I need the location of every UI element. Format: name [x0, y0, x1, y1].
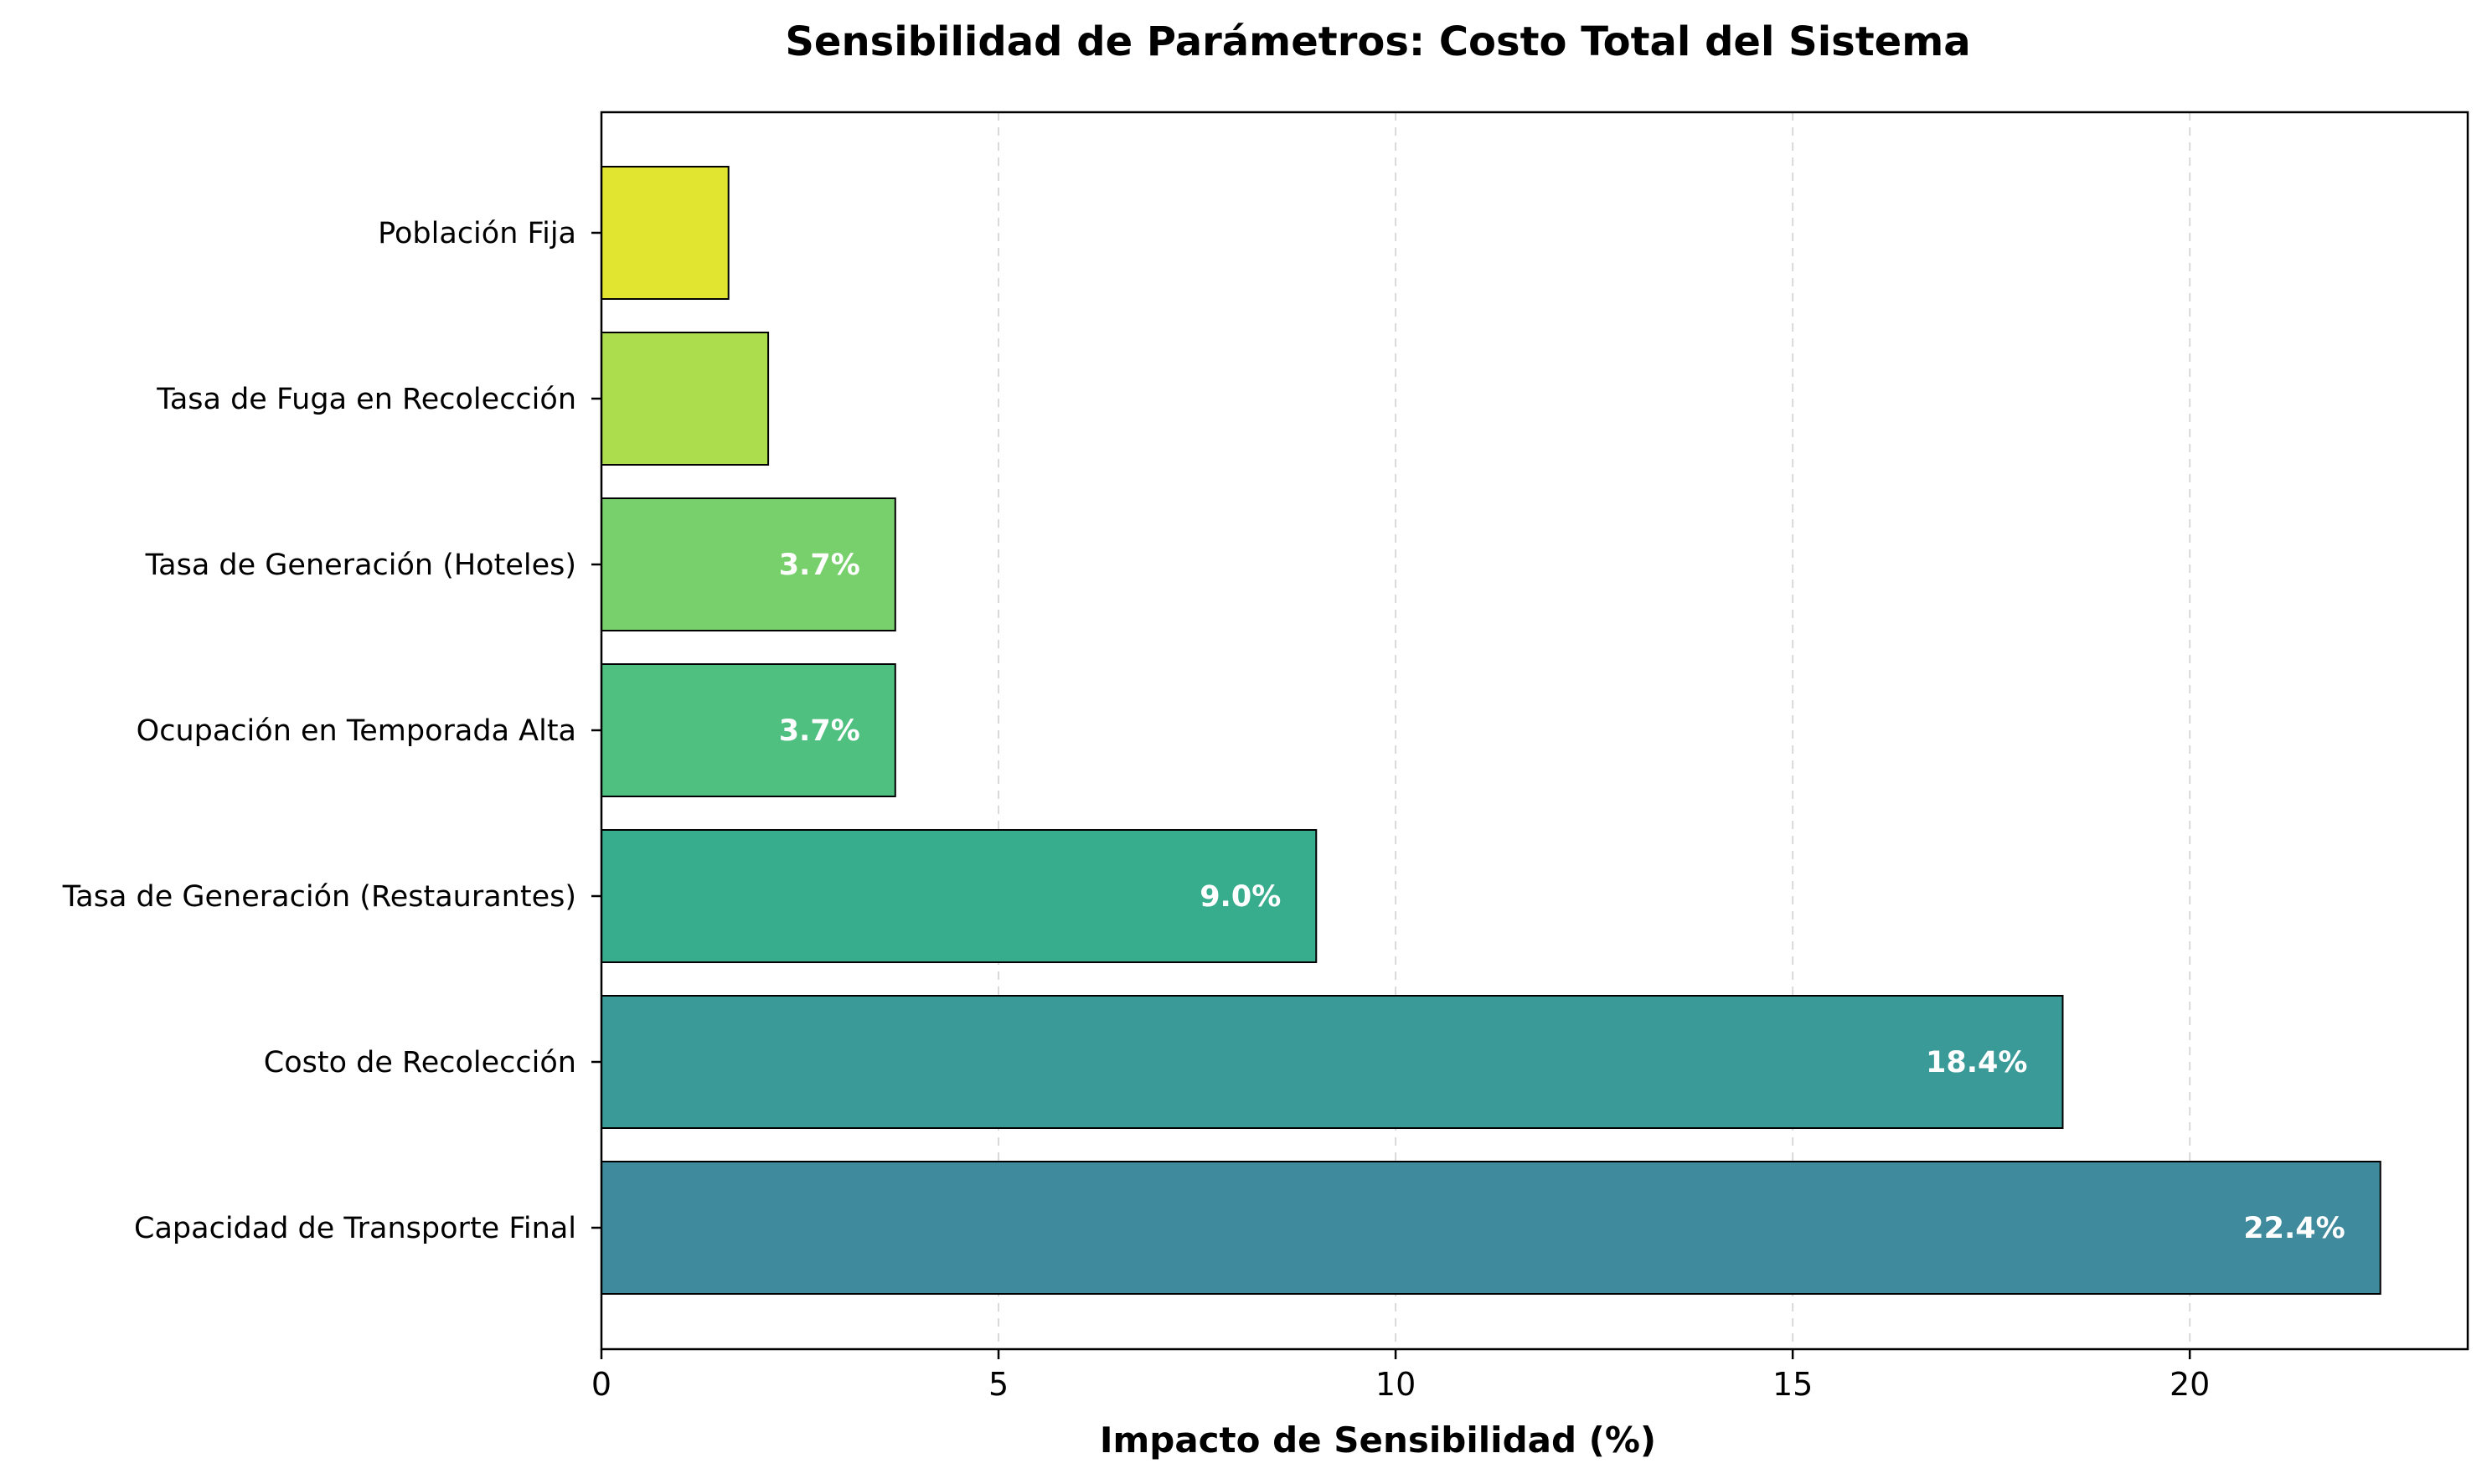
bar-2 — [601, 995, 2064, 1129]
bar-7 — [601, 166, 730, 300]
category-label: Tasa de Fuga en Recolección — [156, 383, 576, 416]
bar-5 — [601, 497, 896, 631]
category-label: Ocupación en Temporada Alta — [137, 714, 576, 748]
bar-value-label: 22.4% — [2243, 1212, 2345, 1245]
category-label: Tasa de Generación (Restaurantes) — [62, 880, 576, 914]
x-tick-label: 20 — [2170, 1366, 2210, 1403]
bars — [601, 166, 2381, 1295]
y-axis-ticks: Capacidad de Transporte Final Costo de Re… — [62, 217, 601, 1245]
category-label: Tasa de Generación (Hoteles) — [145, 549, 576, 582]
grid-lines — [998, 112, 2191, 1349]
bar-3 — [601, 829, 1318, 963]
plot-frame — [600, 111, 2469, 1351]
bar-value-label: 9.0% — [1200, 880, 1281, 914]
bar-value-label: 3.7% — [779, 714, 860, 748]
x-axis-ticks: 0 5 10 15 20 — [591, 1349, 2210, 1403]
x-tick-label: 5 — [988, 1366, 1009, 1403]
x-axis-label: Impacto de Sensibilidad (%) — [1100, 1420, 1656, 1461]
x-tick-label: 15 — [1772, 1366, 1813, 1403]
bar-6 — [601, 332, 770, 466]
bar-1 — [601, 1161, 2381, 1295]
bar-value-label: 3.7% — [779, 549, 860, 582]
category-label: Costo de Recolección — [264, 1046, 576, 1080]
chart-title: Sensibilidad de Parámetros: Costo Total … — [785, 18, 1970, 65]
x-tick-label: 0 — [591, 1366, 611, 1403]
bar-value-labels: 22.4% 18.4% 9.0% 3.7% 3.7% — [779, 549, 2345, 1245]
category-label: Capacidad de Transporte Final — [134, 1212, 576, 1245]
bar-value-label: 18.4% — [1926, 1046, 2027, 1080]
x-tick-label: 10 — [1375, 1366, 1416, 1403]
category-label: Población Fija — [378, 217, 576, 250]
